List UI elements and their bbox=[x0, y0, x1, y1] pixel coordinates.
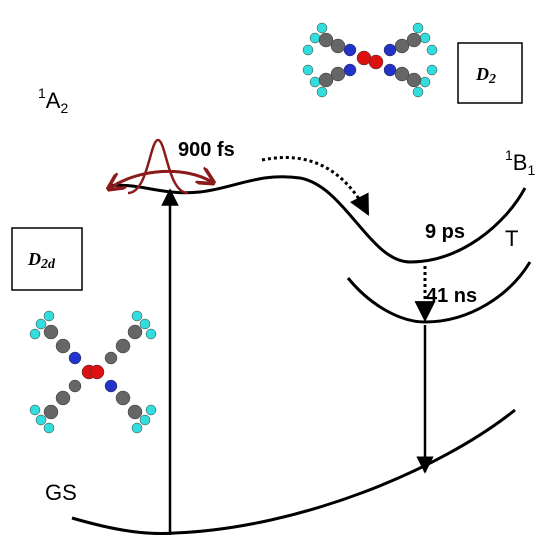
atom bbox=[420, 33, 430, 43]
atom bbox=[69, 380, 81, 392]
a2-sup: 1 bbox=[38, 85, 46, 101]
atom bbox=[69, 352, 81, 364]
atom bbox=[317, 23, 327, 33]
atom bbox=[427, 65, 437, 75]
atom bbox=[395, 39, 409, 53]
a2-sub: 2 bbox=[60, 100, 68, 116]
atom bbox=[413, 23, 423, 33]
atom bbox=[128, 405, 142, 419]
atom bbox=[44, 405, 58, 419]
ic-arrow bbox=[262, 157, 368, 214]
atom bbox=[331, 67, 345, 81]
atom bbox=[36, 415, 46, 425]
d2-main: D bbox=[475, 64, 489, 84]
atom bbox=[105, 352, 117, 364]
atom bbox=[303, 45, 313, 55]
atom bbox=[44, 311, 54, 321]
diagram: D2 D2d 1A2 1B1 T GS 900 fs 9 ps 41 ns bbox=[0, 0, 556, 535]
atom bbox=[384, 64, 396, 76]
atom bbox=[30, 329, 40, 339]
atom bbox=[116, 391, 130, 405]
d2-sub: 2 bbox=[488, 72, 496, 87]
molecule-d2 bbox=[303, 23, 437, 97]
atom bbox=[90, 365, 104, 379]
atom bbox=[140, 415, 150, 425]
t-label: T bbox=[505, 226, 518, 251]
atom bbox=[140, 319, 150, 329]
atom bbox=[132, 311, 142, 321]
atom bbox=[344, 44, 356, 56]
atom bbox=[317, 87, 327, 97]
atom bbox=[310, 33, 320, 43]
molecule-d2d bbox=[30, 311, 156, 433]
atom bbox=[105, 380, 117, 392]
b1-sub: 1 bbox=[527, 162, 535, 178]
atom bbox=[427, 45, 437, 55]
atom bbox=[303, 65, 313, 75]
atom bbox=[395, 67, 409, 81]
atom bbox=[310, 77, 320, 87]
atom bbox=[132, 423, 142, 433]
atom bbox=[36, 319, 46, 329]
atom bbox=[146, 405, 156, 415]
atom bbox=[420, 77, 430, 87]
time-label: 41 ns bbox=[426, 285, 477, 307]
d2d-main: D bbox=[27, 249, 41, 269]
atom bbox=[56, 391, 70, 405]
atom bbox=[44, 423, 54, 433]
atom bbox=[56, 339, 70, 353]
atom bbox=[44, 325, 58, 339]
time-label: 900 fs bbox=[178, 139, 235, 161]
a2-label: 1A2 bbox=[38, 85, 68, 116]
b1-main: B bbox=[513, 150, 528, 175]
time-label: 9 ps bbox=[425, 221, 465, 243]
atom bbox=[384, 44, 396, 56]
atom bbox=[146, 329, 156, 339]
atom bbox=[331, 39, 345, 53]
atom bbox=[413, 87, 423, 97]
atom bbox=[30, 405, 40, 415]
b1-sup: 1 bbox=[505, 147, 513, 163]
d2d-sub: 2d bbox=[40, 257, 56, 272]
atom bbox=[344, 64, 356, 76]
a2-main: A bbox=[46, 88, 61, 113]
atom bbox=[369, 55, 383, 69]
atom bbox=[128, 325, 142, 339]
atom bbox=[116, 339, 130, 353]
b1-label: 1B1 bbox=[505, 147, 535, 178]
gs-label: GS bbox=[45, 480, 77, 505]
